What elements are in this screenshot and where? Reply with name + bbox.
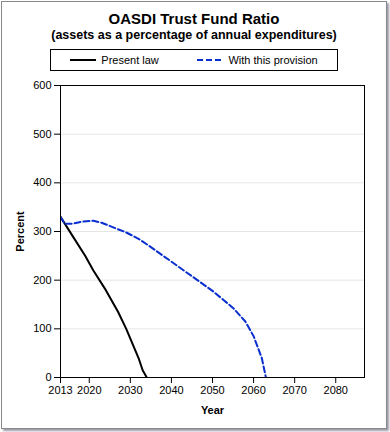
svg-text:2070: 2070 (282, 384, 306, 396)
svg-text:500: 500 (33, 128, 51, 140)
svg-text:300: 300 (33, 225, 51, 237)
svg-text:Year: Year (201, 404, 225, 416)
svg-text:0: 0 (45, 371, 51, 383)
html-text:With this provision: With this provision (228, 54, 318, 66)
svg-text:600: 600 (33, 79, 51, 91)
svg-text:400: 400 (33, 176, 51, 188)
svg-text:2013: 2013 (48, 384, 72, 396)
html-text:(assets as a percentage of ann: (assets as a percentage of annual expend… (51, 28, 337, 42)
svg-text:2040: 2040 (159, 384, 183, 396)
svg-text:200: 200 (33, 274, 51, 286)
html-text:OASDI Trust Fund Ratio: OASDI Trust Fund Ratio (108, 10, 280, 27)
svg-text:Percent: Percent (14, 211, 26, 252)
svg-text:2020: 2020 (77, 384, 101, 396)
html-text:Present law: Present law (101, 54, 159, 66)
svg-text:100: 100 (33, 322, 51, 334)
svg-text:2030: 2030 (118, 384, 142, 396)
svg-text:2080: 2080 (324, 384, 348, 396)
svg-text:2050: 2050 (200, 384, 224, 396)
svg-text:2060: 2060 (241, 384, 265, 396)
